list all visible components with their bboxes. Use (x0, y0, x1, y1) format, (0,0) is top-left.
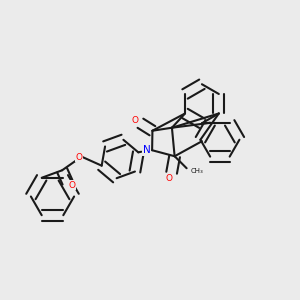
Text: O: O (166, 174, 173, 183)
Text: N: N (143, 145, 151, 155)
Text: O: O (75, 153, 82, 162)
Text: CH₃: CH₃ (191, 168, 204, 174)
Text: O: O (131, 116, 139, 125)
Text: O: O (69, 181, 76, 190)
